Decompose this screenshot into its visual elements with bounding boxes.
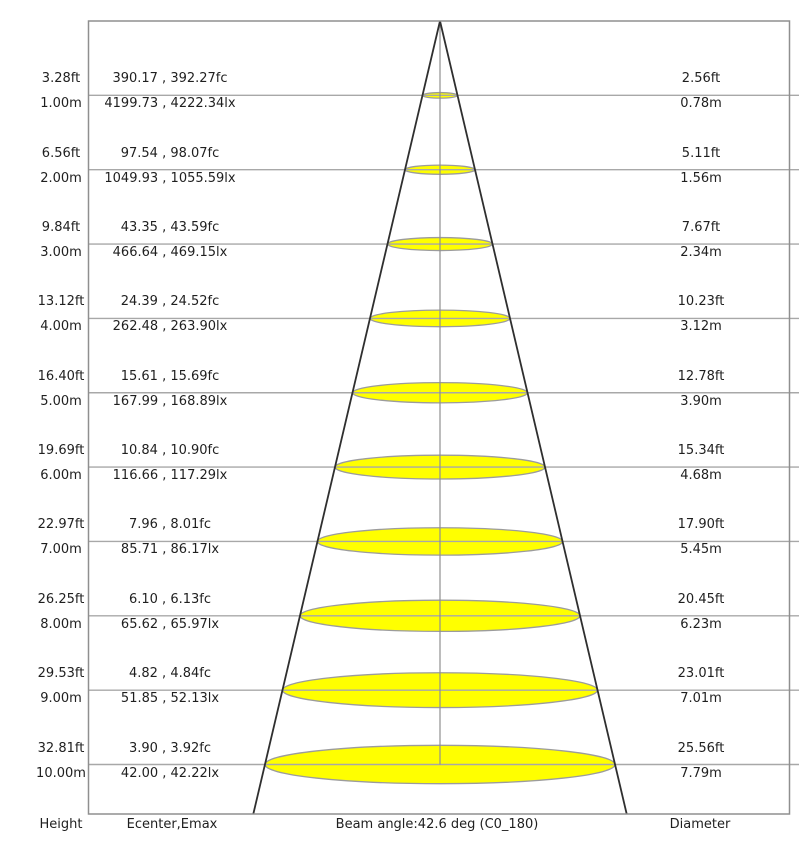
diameter-m-value: 5.45m [680,542,722,557]
diameter-ft-value: 10.23ft [677,294,725,309]
diameter-m-value: 4.68m [680,468,722,483]
diameter-m-value: 1.56m [680,171,722,186]
height-m-value: 5.00m [40,394,82,409]
height-ft-value: 32.81ft [37,741,85,756]
height-m-value: 9.00m [40,691,82,706]
height-m-value: 7.00m [40,542,82,557]
cone-edge-right [439,20,628,815]
illuminance-fc-value: 390.17 , 392.27fc [112,71,228,86]
height-ft-value: 22.97ft [37,517,85,532]
height-ft-value: 13.12ft [37,294,85,309]
illuminance-fc-value: 7.96 , 8.01fc [128,517,211,532]
height-ft-value: 16.40ft [37,369,85,384]
footer-label-ecenter-emax: Ecenter,Emax [126,817,218,832]
diameter-m-value: 7.01m [680,691,722,706]
illuminance-lx-value: 65.62 , 65.97lx [120,617,220,632]
illuminance-fc-value: 24.39 , 24.52fc [120,294,220,309]
height-m-value: 8.00m [40,617,82,632]
illuminance-lx-value: 466.64 , 469.15lx [112,245,228,260]
illuminance-fc-value: 4.82 , 4.84fc [128,666,211,681]
height-m-value: 1.00m [40,96,82,111]
diameter-ft-value: 2.56ft [681,71,721,86]
height-m-value: 3.00m [40,245,82,260]
height-m-value: 2.00m [40,171,82,186]
diameter-m-value: 3.90m [680,394,722,409]
diameter-ft-value: 23.01ft [677,666,725,681]
illuminance-lx-value: 116.66 , 117.29lx [112,468,228,483]
footer-label-diameter: Diameter [669,817,731,832]
diameter-ft-value: 25.56ft [677,741,725,756]
diagram-border [87,20,791,815]
footer-label-height: Height [39,817,83,832]
footer-label-beam-angle: Beam angle:42.6 deg (C0_180) [335,817,539,832]
height-ft-value: 3.28ft [41,71,81,86]
diameter-m-value: 6.23m [680,617,722,632]
diameter-m-value: 7.79m [680,766,722,781]
illuminance-lx-value: 51.85 , 52.13lx [120,691,220,706]
height-ft-value: 9.84ft [41,220,81,235]
illuminance-fc-value: 15.61 , 15.69fc [120,369,220,384]
height-m-value: 4.00m [40,319,82,334]
illuminance-lx-value: 4199.73 , 4222.34lx [104,96,236,111]
illuminance-lx-value: 1049.93 , 1055.59lx [104,171,236,186]
cone-edge-left [252,20,441,815]
diameter-ft-value: 17.90ft [677,517,725,532]
illuminance-fc-value: 97.54 , 98.07fc [120,146,220,161]
height-ft-value: 26.25ft [37,592,85,607]
diameter-ft-value: 7.67ft [681,220,721,235]
illuminance-lx-value: 167.99 , 168.89lx [112,394,228,409]
diameter-m-value: 0.78m [680,96,722,111]
illuminance-lx-value: 42.00 , 42.22lx [120,766,220,781]
height-ft-value: 19.69ft [37,443,85,458]
height-m-value: 6.00m [40,468,82,483]
diameter-ft-value: 20.45ft [677,592,725,607]
diameter-ft-value: 5.11ft [681,146,721,161]
height-ft-value: 29.53ft [37,666,85,681]
diameter-m-value: 3.12m [680,319,722,334]
diameter-ft-value: 12.78ft [677,369,725,384]
diameter-m-value: 2.34m [680,245,722,260]
illuminance-fc-value: 43.35 , 43.59fc [120,220,220,235]
illuminance-fc-value: 6.10 , 6.13fc [128,592,211,607]
height-m-value: 10.00m [36,766,86,781]
illuminance-lx-value: 85.71 , 86.17lx [120,542,220,557]
height-ft-value: 6.56ft [41,146,81,161]
diameter-ft-value: 15.34ft [677,443,725,458]
illuminance-lx-value: 262.48 , 263.90lx [112,319,228,334]
illuminance-fc-value: 10.84 , 10.90fc [120,443,220,458]
illuminance-fc-value: 3.90 , 3.92fc [128,741,211,756]
